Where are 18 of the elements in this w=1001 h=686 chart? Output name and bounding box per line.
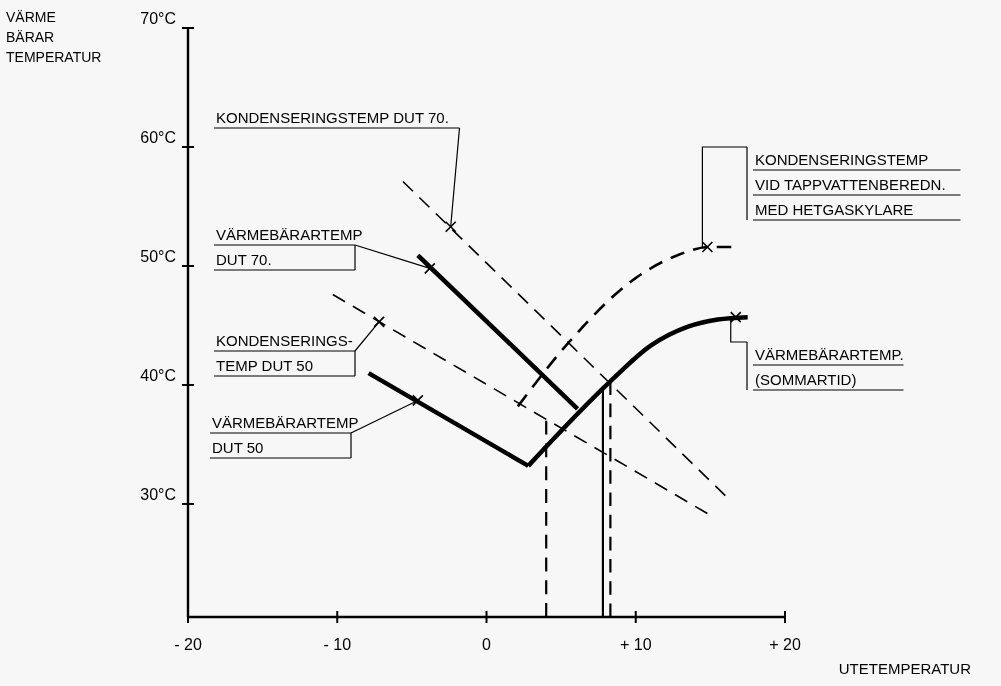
annotation: KONDENSERINGS- TEMP DUT 50 [216, 332, 353, 374]
y-tick-label: 40°C [140, 366, 176, 384]
y-tick-label: 30°C [140, 485, 176, 503]
x-tick-label: - 20 [174, 636, 202, 653]
x-tick-label: + 20 [769, 636, 801, 653]
y-tick-label: 50°C [140, 247, 176, 265]
annotation: VÄRMEBÄRARTEMP DUT 70. [216, 226, 363, 268]
y-axis-title: VÄRME BÄRAR TEMPERATUR [6, 9, 102, 65]
annotation: VÄRMEBÄRARTEMP DUT 50 [212, 414, 359, 456]
y-tick-label: 70°C [140, 10, 176, 27]
y-tick-label: 60°C [140, 128, 176, 146]
annotation: KONDENSERINGSTEMP DUT 70. [216, 109, 449, 126]
annotation: VÄRMEBÄRARTEMP. (SOMMARTID) [755, 346, 904, 388]
x-tick-label: - 10 [323, 636, 352, 653]
x-axis-title: UTETEMPERATUR [838, 660, 972, 677]
annotation: KONDENSERINGSTEMP VID TAPPVATTENBEREDN. MED HETGASKYLARE [755, 151, 946, 218]
x-tick-label: 0 [482, 636, 492, 653]
x-tick-label: + 10 [619, 636, 652, 653]
